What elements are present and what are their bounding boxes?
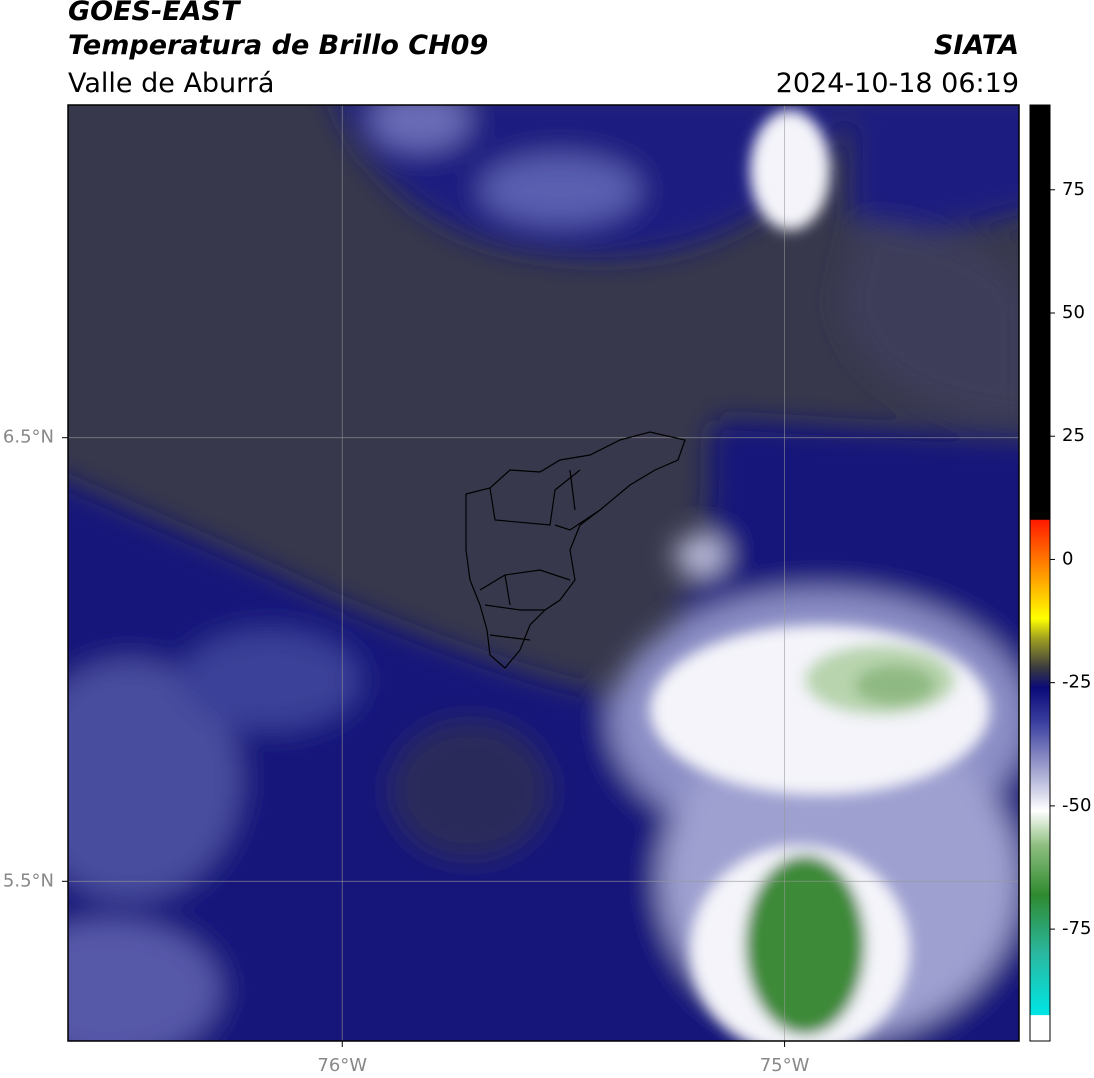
map-frame [67, 104, 1020, 1042]
colorbar-tick-label: -25 [1062, 672, 1091, 693]
satellite-image [68, 105, 1019, 1041]
datetime: 2024-10-18 06:19 [776, 68, 1019, 99]
colorbar-tick-label: 0 [1062, 548, 1073, 569]
colorbar-tick-label: 50 [1062, 302, 1085, 323]
region: Valle de Aburrá [68, 68, 274, 99]
colorbar-tick-label: 25 [1062, 425, 1085, 446]
subtitle: Temperatura de Brillo CH09 [68, 30, 488, 61]
colorbar-tick-label: 75 [1062, 179, 1085, 200]
y-tick-label: 5.5°N [3, 870, 54, 891]
colorbar-tick-label: -50 [1062, 795, 1091, 816]
colorbar [1029, 104, 1051, 1042]
x-tick-label: 75°W [760, 1055, 810, 1076]
grid [68, 105, 1019, 1041]
x-tick-label: 76°W [317, 1055, 367, 1076]
title: GOES-EAST [68, 0, 242, 27]
source: SIATA [934, 30, 1019, 61]
municipal-boundaries [465, 431, 686, 669]
colorbar-tick-label: -75 [1062, 918, 1091, 939]
y-tick-label: 6.5°N [3, 427, 54, 448]
